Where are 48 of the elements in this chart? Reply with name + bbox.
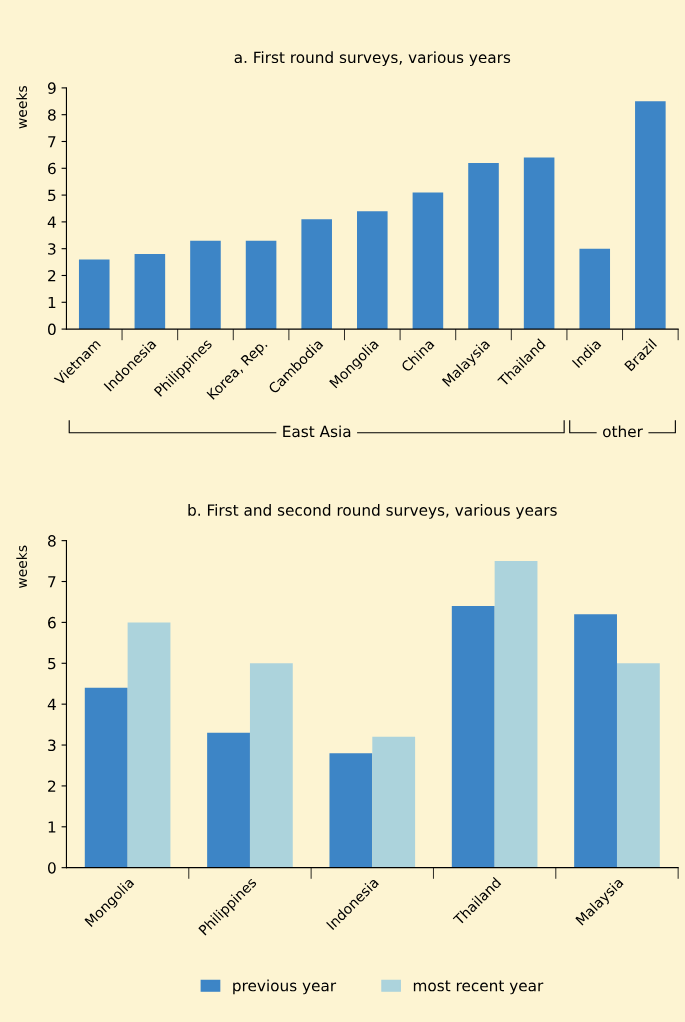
y-tick-label: 5 [48, 189, 56, 202]
text: East Asia [283, 425, 351, 438]
y-tick-label: 0 [48, 323, 56, 336]
y-tick-label: 1 [48, 296, 56, 309]
bar [372, 736, 416, 868]
y-tick-label: 7 [48, 576, 56, 588]
y-tick-label: 7 [48, 136, 56, 148]
y-tick-label: 1 [48, 821, 56, 833]
bar [190, 240, 221, 330]
legend-label: previous year [233, 979, 337, 995]
bar [574, 614, 617, 868]
bar [451, 606, 495, 868]
bar [616, 663, 660, 868]
bar [412, 192, 444, 330]
bar [127, 622, 171, 868]
y-tick-label: 9 [47, 82, 56, 94]
y-tick-label: 0 [48, 862, 56, 874]
bar [78, 259, 110, 330]
y-axis-title: weeks [16, 545, 28, 589]
bar [301, 219, 332, 330]
y-tick-label: 6 [48, 616, 56, 629]
bar [635, 101, 666, 330]
bar [579, 248, 611, 330]
y-tick-label: 3 [48, 739, 56, 752]
bar [84, 687, 128, 868]
legend-label: most recent year [413, 980, 544, 995]
y-tick-label: 4 [47, 698, 56, 710]
bar [523, 157, 555, 330]
bar [207, 732, 250, 868]
chart-title: b. First and second round surveys, various years [188, 504, 557, 519]
text: other [603, 425, 643, 438]
bar [134, 254, 166, 330]
y-axis-title: weeks [16, 86, 28, 129]
y-tick-label: 5 [48, 657, 56, 670]
bar [494, 561, 538, 868]
y-tick-label: 3 [48, 243, 56, 255]
y-tick-label: 4 [47, 216, 56, 228]
bar [245, 240, 277, 330]
y-tick-label: 8 [48, 109, 56, 121]
y-tick-label: 6 [48, 162, 56, 175]
bar [329, 753, 373, 868]
bar [357, 211, 388, 330]
y-tick-label: 2 [48, 780, 56, 792]
bar [249, 663, 293, 868]
chart-title: a. First round surveys, various years [234, 51, 511, 67]
y-tick-label: 2 [48, 269, 56, 282]
bar [468, 162, 499, 330]
y-tick-label: 8 [48, 535, 56, 547]
